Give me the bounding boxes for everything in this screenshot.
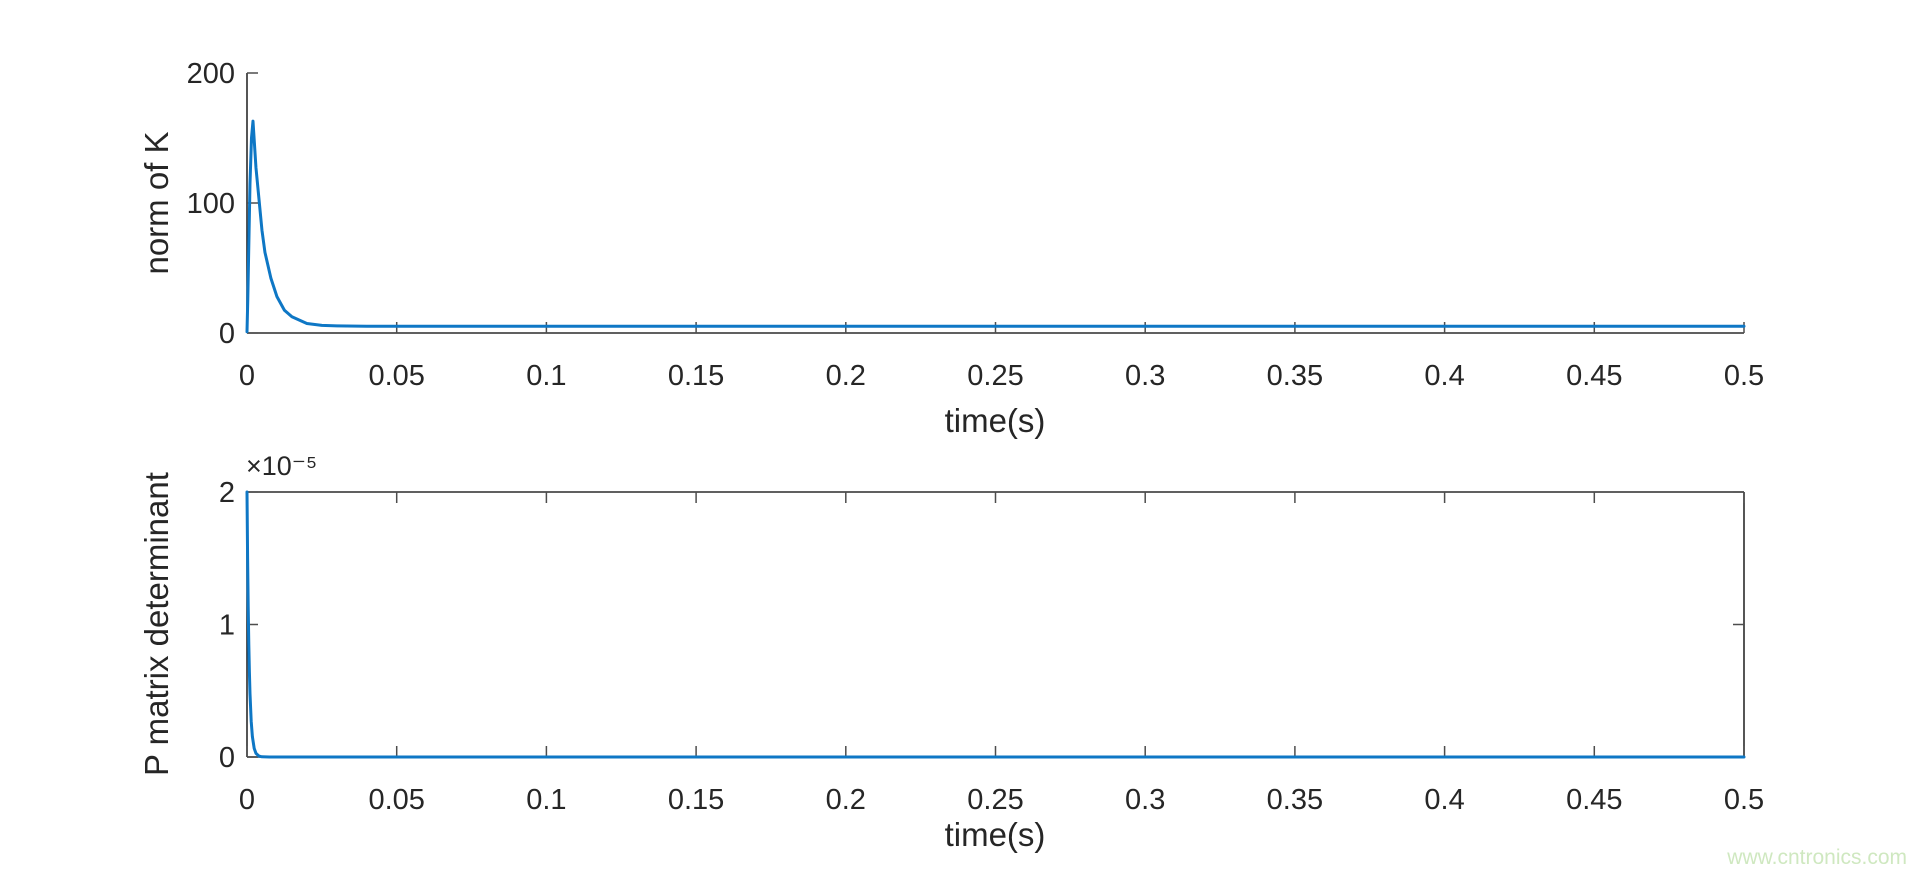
- y-tick-label: 1: [219, 610, 235, 642]
- top-subplot-xlabel: time(s): [944, 402, 1046, 439]
- y-tick-label: 0: [219, 318, 235, 350]
- x-tick-label: 0.35: [1267, 360, 1323, 392]
- watermark: www.cntronics.com: [1727, 846, 1907, 869]
- x-tick-label: 0: [239, 784, 255, 816]
- x-tick-label: 0.45: [1566, 360, 1622, 392]
- curve-line: [245, 490, 1746, 759]
- y-axis-exponent-label: ×10⁻⁵: [246, 451, 318, 481]
- x-tick-label: 0.2: [826, 360, 866, 392]
- bottom-subplot-ylabel: P matrix determinant: [138, 472, 175, 776]
- x-tick-label: 0.5: [1724, 784, 1764, 816]
- curve-line: [245, 119, 1746, 334]
- x-tick-label: 0.35: [1267, 784, 1323, 816]
- x-tick-label: 0.1: [526, 784, 566, 816]
- x-tick-label: 0.45: [1566, 784, 1622, 816]
- top-subplot-ylabel: norm of K: [138, 131, 175, 275]
- x-tick-label: 0.15: [668, 360, 724, 392]
- x-tick-label: 0.4: [1424, 784, 1464, 816]
- x-tick-label: 0.3: [1125, 784, 1165, 816]
- y-tick-label: 2: [219, 477, 235, 509]
- y-tick-label: 200: [187, 58, 235, 90]
- x-tick-label: 0.05: [368, 784, 424, 816]
- x-tick-label: 0.25: [967, 784, 1023, 816]
- x-tick-label: 0.3: [1125, 360, 1165, 392]
- bottom-subplot-xlabel: time(s): [944, 816, 1046, 853]
- x-tick-label: 0.4: [1424, 360, 1464, 392]
- x-tick-label: 0.5: [1724, 360, 1764, 392]
- x-tick-label: 0.05: [368, 360, 424, 392]
- y-tick-label: 100: [187, 188, 235, 220]
- x-tick-label: 0: [239, 360, 255, 392]
- x-tick-label: 0.25: [967, 360, 1023, 392]
- x-tick-label: 0.2: [826, 784, 866, 816]
- y-tick-label: 0: [219, 742, 235, 774]
- x-tick-label: 0.1: [526, 360, 566, 392]
- x-tick-label: 0.15: [668, 784, 724, 816]
